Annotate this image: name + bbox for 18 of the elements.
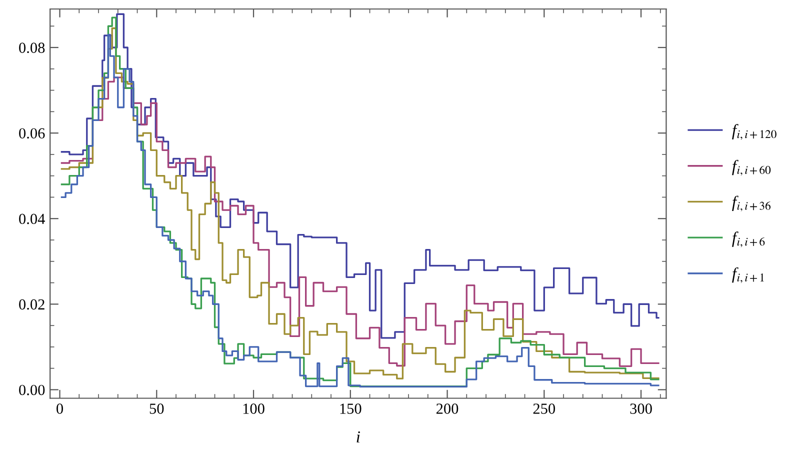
legend-label: f$_{i,i+6}$ — [732, 232, 765, 248]
x-tick-label: 0 — [56, 404, 64, 414]
legend-label: f$_{i,i+1}$ — [732, 267, 764, 283]
y-tick-label: 0.00 — [19, 384, 45, 396]
y-tick-label: 0.08 — [19, 42, 45, 54]
x-tick-label: 250 — [533, 404, 556, 414]
x-tick-label: 100 — [243, 404, 264, 414]
y-tick-label: 0.02 — [19, 299, 44, 310]
legend-label: f$_{i,i+60}$ — [732, 160, 771, 176]
y-tick-label: 0.06 — [19, 128, 45, 139]
legend-label: f$_{i,i+120}$ — [732, 124, 776, 140]
x-tick-label: 300 — [630, 404, 652, 414]
x-axis-title: i — [356, 431, 360, 442]
y-tick-label: 0.04 — [19, 214, 45, 224]
x-tick-label: 50 — [150, 404, 164, 414]
legend-label: f$_{i,i+36}$ — [732, 196, 770, 212]
x-tick-label: 200 — [436, 404, 458, 414]
x-tick-label: 150 — [340, 404, 362, 414]
